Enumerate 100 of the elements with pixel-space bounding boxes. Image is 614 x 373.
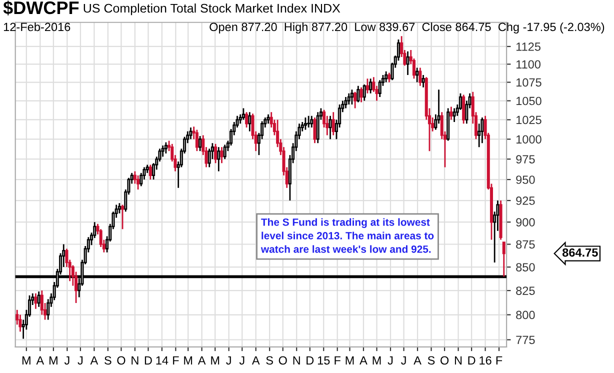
annotation: Open 877.20 High 877.20 Low 839.67 Close 864.75 Chg -17.95 (-2.03%) bbox=[210, 22, 604, 34]
candlestick bbox=[148, 164, 152, 180]
x-tick-label: 15 bbox=[318, 356, 330, 365]
candlestick bbox=[347, 92, 350, 106]
candlestick bbox=[266, 114, 270, 124]
x-tick-label: M bbox=[49, 356, 58, 364]
candlestick bbox=[354, 91, 357, 110]
x-tick-label: S bbox=[266, 356, 273, 365]
x-tick-label: J bbox=[239, 356, 244, 365]
candlestick bbox=[220, 146, 224, 164]
candlestick bbox=[362, 84, 366, 102]
candlestick bbox=[18, 314, 22, 332]
candlestick bbox=[502, 242, 506, 278]
candlestick bbox=[316, 111, 320, 144]
candlestick bbox=[416, 67, 419, 83]
x-tick-label: S bbox=[428, 356, 435, 365]
y-tick-label: 1100 bbox=[516, 60, 541, 69]
candlestick bbox=[164, 142, 168, 154]
x-tick-label: O bbox=[440, 356, 449, 365]
y-tick-label: 875 bbox=[516, 240, 535, 249]
x-tick-label: J bbox=[401, 356, 406, 365]
chart-subtitle: US Completion Total Stock Market Index INDX bbox=[84, 4, 340, 16]
x-tick-label: O bbox=[278, 356, 287, 365]
candlestick bbox=[422, 74, 425, 88]
candlestick bbox=[307, 115, 310, 128]
candlestick bbox=[480, 116, 484, 144]
x-tick-label: F bbox=[334, 356, 340, 364]
candlestick bbox=[369, 78, 372, 94]
y-tick-label: 1000 bbox=[516, 135, 542, 144]
x-tick-label: N bbox=[454, 356, 462, 364]
x-tick-label: 14 bbox=[156, 356, 168, 364]
candlestick bbox=[356, 85, 360, 103]
x-tick-label: M bbox=[211, 356, 220, 364]
candlestick bbox=[242, 108, 245, 120]
candlestick bbox=[462, 94, 466, 124]
x-tick-label: N bbox=[293, 356, 300, 364]
candlestick bbox=[304, 116, 307, 130]
x-tick-label: A bbox=[36, 356, 44, 364]
x-tick-label: 16 bbox=[480, 356, 492, 365]
y-tick-label: 825 bbox=[516, 286, 535, 295]
candlestick bbox=[350, 88, 354, 106]
candlestick bbox=[214, 143, 218, 164]
candlestick bbox=[40, 290, 44, 316]
candlestick bbox=[136, 174, 140, 190]
x-tick-label: A bbox=[360, 356, 368, 364]
candlestick bbox=[118, 202, 121, 214]
candlestick bbox=[37, 290, 40, 308]
y-tick-label: 1075 bbox=[516, 78, 542, 87]
y-tick-label: 800 bbox=[516, 310, 535, 320]
x-tick-label: J bbox=[78, 356, 83, 365]
candlestick bbox=[195, 129, 198, 152]
candlestick bbox=[198, 135, 202, 152]
x-tick-label: A bbox=[90, 356, 98, 364]
x-tick-label: O bbox=[117, 356, 126, 365]
candlestick bbox=[223, 144, 226, 160]
candlestick bbox=[34, 292, 38, 310]
x-tick-label: J bbox=[64, 356, 70, 365]
chart-title: $DWCPF bbox=[3, 0, 79, 16]
text: 864.75 bbox=[562, 248, 598, 257]
y-tick-label: 975 bbox=[516, 155, 535, 164]
x-tick-label: S bbox=[104, 356, 112, 365]
candlestick bbox=[344, 96, 348, 110]
candlestick bbox=[245, 111, 248, 128]
x-tick-label: M bbox=[22, 356, 30, 364]
candlestick bbox=[328, 115, 332, 140]
x-tick-label: J bbox=[226, 356, 231, 365]
candlestick bbox=[366, 78, 369, 94]
annotation: 12-Feb-2016 bbox=[4, 22, 70, 32]
candlestick bbox=[360, 86, 363, 103]
x-tick-label: M bbox=[372, 356, 381, 364]
candlestick bbox=[378, 79, 382, 98]
x-tick-label: F bbox=[496, 356, 502, 364]
y-tick-label: 900 bbox=[516, 218, 535, 226]
candlestick bbox=[388, 72, 391, 83]
candlestick bbox=[406, 50, 410, 76]
candlestick bbox=[418, 67, 422, 87]
x-tick-label: D bbox=[468, 356, 476, 364]
x-tick-label: D bbox=[144, 356, 152, 364]
candlestick bbox=[332, 111, 335, 136]
y-tick-label: 925 bbox=[516, 196, 535, 205]
y-tick-label: 950 bbox=[516, 176, 535, 184]
candlestick bbox=[384, 70, 388, 83]
x-tick-label: J bbox=[388, 356, 393, 365]
x-tick-label: A bbox=[252, 356, 260, 364]
x-tick-label: N bbox=[132, 356, 138, 364]
candlestick bbox=[450, 106, 453, 120]
y-tick-label: 775 bbox=[516, 336, 535, 344]
candlestick bbox=[189, 126, 192, 140]
y-tick-label: 1050 bbox=[516, 96, 542, 106]
candlestick bbox=[161, 144, 164, 158]
candlestick bbox=[121, 204, 124, 230]
y-tick-label: 1025 bbox=[516, 116, 542, 124]
x-tick-label: A bbox=[414, 356, 422, 364]
x-tick-label: M bbox=[346, 356, 354, 364]
candlestick bbox=[452, 108, 456, 123]
x-tick-label: D bbox=[306, 356, 314, 364]
candlestick bbox=[217, 146, 220, 172]
y-tick-label: 850 bbox=[516, 263, 535, 272]
candlestick bbox=[248, 111, 252, 132]
candlestick bbox=[310, 115, 314, 128]
